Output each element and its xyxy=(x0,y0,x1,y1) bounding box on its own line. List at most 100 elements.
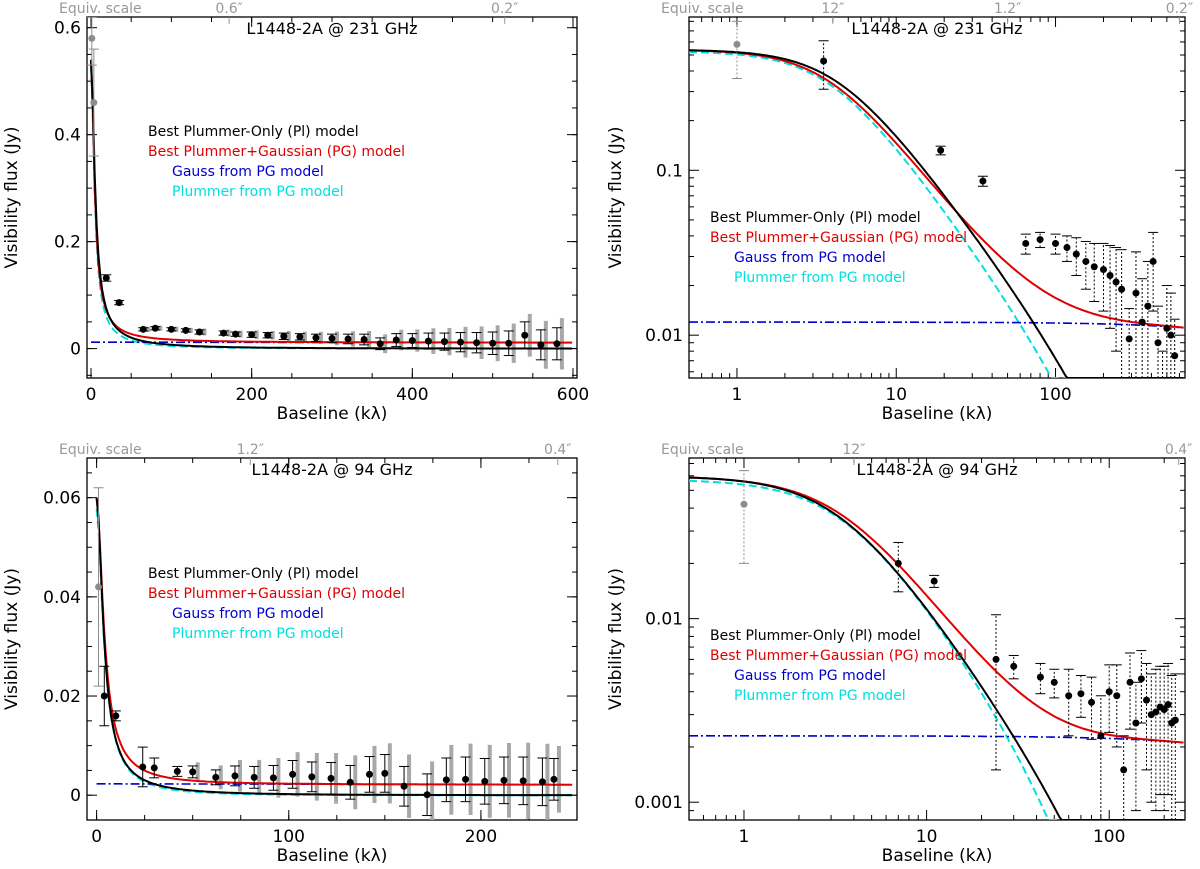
data-point xyxy=(937,146,945,154)
data-point xyxy=(1112,278,1120,286)
curve-pl-model xyxy=(95,497,573,797)
data-point xyxy=(489,339,497,347)
legend-item: Best Plummer+Gaussian (PG) model xyxy=(148,586,405,602)
x-tick-label: 200 xyxy=(465,827,497,847)
data-point xyxy=(220,329,228,337)
panel-231ghz-log: 1 10 100 0.01 0.1 Equiv. scale 12″ 1.2″ 0.2″ L144… xyxy=(606,1,1193,424)
data-point xyxy=(894,559,902,567)
legend-item: Plummer from PG model xyxy=(734,270,906,286)
plot-area xyxy=(87,17,573,370)
data-point xyxy=(167,325,175,333)
data-point xyxy=(1036,673,1044,681)
data-point xyxy=(231,772,239,780)
curve-pl-model xyxy=(689,476,1184,820)
legend-item: Best Plummer+Gaussian (PG) model xyxy=(148,144,405,160)
data-point xyxy=(95,583,103,591)
data-point xyxy=(1142,696,1150,704)
curve-pg-model xyxy=(95,497,573,786)
curve-pg-model xyxy=(90,59,573,344)
panel-231ghz-linear: 0 200 400 600 0 0.2 0.4 0.6 Equiv. scale 0.6″ 0.2″… xyxy=(2,1,589,424)
y-axis-label: Visibility flux (Jy) xyxy=(2,568,22,710)
legend-item: Best Plummer+Gaussian (PG) model xyxy=(710,230,967,246)
data-point xyxy=(1052,239,1060,247)
x-tick-label: 10 xyxy=(916,827,938,847)
x-tick-label: 10 xyxy=(885,385,907,405)
data-point xyxy=(521,331,529,339)
data-point xyxy=(440,338,448,346)
x-tick-label: 400 xyxy=(396,385,428,405)
top-axis-tick-label: 0.4″ xyxy=(544,442,572,458)
data-point xyxy=(1010,662,1018,670)
legend-item: Plummer from PG model xyxy=(172,626,344,642)
data-point xyxy=(1097,732,1105,740)
data-point xyxy=(1163,324,1171,332)
top-axis-tick-label: 1.2″ xyxy=(237,442,265,458)
y-tick-label: 0.02 xyxy=(43,687,81,707)
legend-item: Best Plummer-Only (Pl) model xyxy=(710,210,921,226)
data-point xyxy=(1159,381,1166,388)
data-point xyxy=(481,777,489,785)
curve-plummer-from-pg xyxy=(90,66,573,350)
data-point xyxy=(1138,318,1146,326)
x-axis-label: Baseline (kλ) xyxy=(277,404,388,424)
x-tick-label: 1 xyxy=(732,385,743,405)
top-axis-tick-label: 12″ xyxy=(821,1,844,17)
data-point xyxy=(1164,701,1172,709)
x-tick-label: 0 xyxy=(91,827,102,847)
legend-item: Best Plummer-Only (Pl) model xyxy=(710,628,921,644)
data-point xyxy=(151,324,159,332)
chart-title: L1448-2A @ 94 GHz xyxy=(857,460,1018,479)
top-axis-label: Equiv. scale xyxy=(661,1,744,17)
curve-plummer-from-pg xyxy=(95,509,573,797)
legend: Best Plummer-Only (Pl) model Best Plummer… xyxy=(148,124,405,200)
plot-area xyxy=(689,20,1184,388)
data-point xyxy=(1099,266,1107,274)
legend: Best Plummer-Only (Pl) model Best Plummer… xyxy=(710,628,967,704)
data-point xyxy=(733,40,741,48)
data-point xyxy=(1072,250,1080,258)
y-tick-label: 0.001 xyxy=(634,793,683,813)
legend-item: Gauss from PG model xyxy=(172,164,324,180)
legend-item: Best Plummer-Only (Pl) model xyxy=(148,566,359,582)
x-axis-label: Baseline (kλ) xyxy=(277,846,388,866)
data-point xyxy=(100,692,108,700)
top-axis-label: Equiv. scale xyxy=(661,442,744,458)
legend-item: Gauss from PG model xyxy=(172,606,324,622)
curve-plummer-from-pg xyxy=(689,51,1184,378)
data-point xyxy=(365,770,373,778)
data-point xyxy=(1106,272,1114,280)
data-point xyxy=(1125,335,1133,343)
top-axis-label: Equiv. scale xyxy=(59,1,142,17)
data-point xyxy=(90,99,98,107)
data-point xyxy=(264,331,272,339)
data-point xyxy=(269,774,277,782)
chart-title: L1448-2A @ 94 GHz xyxy=(252,460,413,479)
y-tick-label: 0.6 xyxy=(54,19,81,39)
data-point xyxy=(500,776,508,784)
data-point xyxy=(1113,692,1121,700)
y-axis-label: Visibility flux (Jy) xyxy=(2,127,22,269)
top-axis-tick-label: 0.4″ xyxy=(1165,442,1193,458)
legend: Best Plummer-Only (Pl) model Best Plummer… xyxy=(710,210,967,286)
data-point xyxy=(139,763,147,771)
data-point xyxy=(1065,692,1073,700)
data-point xyxy=(189,768,197,776)
data-point xyxy=(505,339,513,347)
plot-area xyxy=(689,470,1184,820)
data-point xyxy=(992,655,1000,663)
data-point xyxy=(173,767,181,775)
data-point xyxy=(930,577,938,585)
data-point xyxy=(112,712,120,720)
data-point xyxy=(392,336,400,344)
curve-gauss-from-pg xyxy=(689,735,1184,744)
plot-area xyxy=(93,487,573,820)
data-point xyxy=(550,775,558,783)
data-point xyxy=(1152,708,1160,716)
plot-frame xyxy=(688,457,1186,821)
data-point xyxy=(360,335,368,343)
data-point xyxy=(1022,239,1030,247)
data-point xyxy=(1137,675,1145,683)
data-point xyxy=(1149,257,1157,265)
plot-frame xyxy=(688,16,1186,379)
data-point xyxy=(376,340,384,348)
